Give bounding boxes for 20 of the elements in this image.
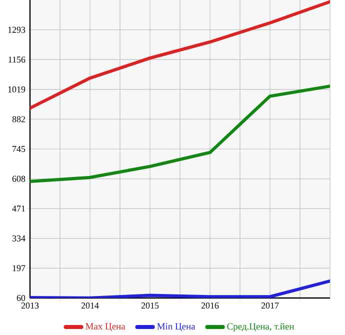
legend-label: Min Цена (157, 323, 196, 332)
x-tick-label: 2013 (21, 302, 39, 309)
y-tick-label: 608 (12, 176, 26, 182)
line-series (30, 84, 330, 184)
x-tick-label: 2016 (201, 302, 219, 309)
y-tick-label: 882 (12, 116, 25, 122)
y-tick-label: 334 (12, 235, 26, 242)
y-tick-label: 471 (12, 206, 25, 212)
x-tick-label: 2014 (81, 302, 99, 309)
legend-label: Max Цена (86, 323, 126, 332)
y-tick-label: 60 (16, 294, 26, 302)
y-tick-label: 1156 (8, 56, 26, 63)
legend-label: Сред.Цена, т.йен (227, 323, 294, 332)
y-tick-label: 1293 (8, 26, 26, 33)
x-tick-label: 2017 (261, 302, 279, 309)
y-tick-label: 745 (12, 146, 26, 152)
x-tick-label: 2015 (141, 302, 159, 309)
y-tick-label: 1019 (8, 86, 26, 92)
line-series (30, 0, 330, 110)
y-tick-label: 197 (12, 265, 26, 272)
